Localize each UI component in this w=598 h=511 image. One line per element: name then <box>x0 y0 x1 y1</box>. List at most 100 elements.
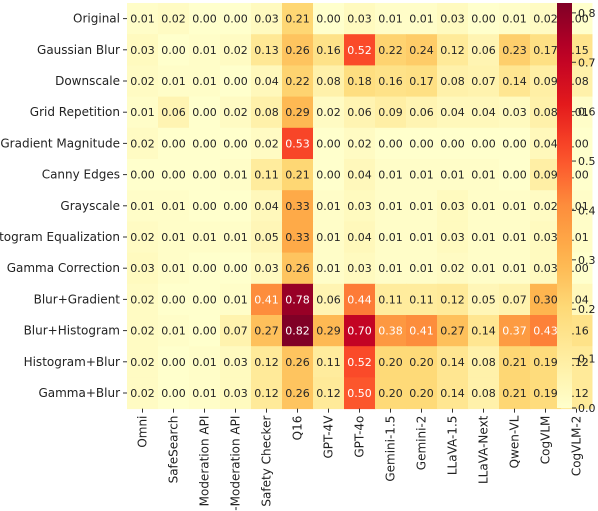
cell-value-label: 0.19 <box>533 356 558 369</box>
cell-value-label: 0.41 <box>254 293 279 306</box>
cell-value-label: 0.02 <box>316 106 341 119</box>
heatmap-cell <box>499 65 531 98</box>
heatmap-cell <box>437 159 469 191</box>
cell-value-label: 0.01 <box>316 231 341 244</box>
heatmap-cell <box>499 346 531 378</box>
colorbar-tick-label: 0.8 <box>578 7 596 20</box>
heatmap-cell <box>313 159 345 191</box>
heatmap-cell <box>437 346 469 378</box>
heatmap-cell <box>127 65 159 98</box>
cell-value-label: 0.22 <box>378 44 403 57</box>
heatmap-cell <box>375 221 407 254</box>
cell-value-label: 0.01 <box>409 231 434 244</box>
cell-value-label: 0.01 <box>316 200 341 213</box>
heatmap-cell <box>468 127 500 160</box>
cell-value-label: 0.02 <box>440 262 465 275</box>
cell-value-label: 0.01 <box>130 13 155 26</box>
cell-value-label: 0.01 <box>192 44 217 57</box>
heatmap-cell <box>189 190 221 222</box>
cell-value-label: 0.00 <box>223 200 248 213</box>
heatmap-cell <box>220 252 252 285</box>
heatmap-cell <box>158 315 190 347</box>
cell-value-label: 0.03 <box>130 262 155 275</box>
cell-value-label: 0.23 <box>502 44 527 57</box>
heatmap-cell <box>127 283 159 316</box>
heatmap-cell <box>251 96 283 129</box>
heatmap-cell <box>220 159 252 191</box>
heatmap-cell <box>437 221 469 254</box>
heatmap-cell <box>530 34 562 66</box>
cell-value-label: 0.14 <box>440 356 465 369</box>
cell-value-label: 0.13 <box>254 44 279 57</box>
heatmap-cell <box>530 65 562 98</box>
cell-value-label: 0.01 <box>440 169 465 182</box>
heatmap-cell <box>499 315 531 347</box>
heatmap-cell <box>282 65 314 98</box>
heatmap-cell <box>375 159 407 191</box>
cell-value-label: 0.02 <box>130 325 155 338</box>
cell-value-label: 0.06 <box>347 106 372 119</box>
row-labels: Original Gaussian Blur Downscale Grid Repet… <box>0 12 127 400</box>
cell-value-label: 0.00 <box>161 293 186 306</box>
cell-value-label: 0.00 <box>192 293 217 306</box>
heatmap-cell <box>189 3 221 35</box>
heatmap-cell <box>313 96 345 129</box>
heatmap-cell <box>282 96 314 129</box>
cell-value-label: 0.01 <box>502 262 527 275</box>
colorbar-tick-label: 0.4 <box>578 204 596 217</box>
heatmap-cell <box>127 346 159 378</box>
cell-value-label: 0.02 <box>130 356 155 369</box>
heatmap-cell <box>406 34 438 66</box>
cell-value-label: 0.04 <box>347 231 372 244</box>
cell-value-label: 0.01 <box>471 262 496 275</box>
heatmap-cell <box>437 65 469 98</box>
heatmap-cell <box>468 377 500 410</box>
cell-value-label: 0.17 <box>409 75 434 88</box>
cell-value-label: 0.03 <box>347 200 372 213</box>
cell-value-label: 0.18 <box>347 75 372 88</box>
colorbar-tick-label: 0.1 <box>578 353 596 366</box>
heatmap-cell <box>468 283 500 316</box>
heatmap-cell <box>282 377 314 410</box>
cell-value-label: 0.27 <box>254 325 279 338</box>
heatmap-cell <box>344 34 376 66</box>
heatmap-cell <box>468 221 500 254</box>
heatmap-cell <box>220 34 252 66</box>
cell-value-label: 0.02 <box>533 200 558 213</box>
cell-value-label: 0.22 <box>285 75 310 88</box>
cell-value-label: 0.12 <box>316 387 341 400</box>
heatmap-cell <box>530 96 562 129</box>
cell-value-label: 0.04 <box>440 106 465 119</box>
heatmap-cell <box>158 3 190 35</box>
heatmap-cell <box>375 252 407 285</box>
heatmap-cell <box>251 159 283 191</box>
heatmap-cell <box>437 34 469 66</box>
heatmap-cell <box>530 159 562 191</box>
heatmap-cell <box>189 252 221 285</box>
cell-value-label: 0.01 <box>161 75 186 88</box>
heatmap-cell <box>313 190 345 222</box>
heatmap-cells: 0.01 0.02 0.00 0.00 0.03 0.21 0.00 0.03 0.01 0.01… <box>127 3 593 410</box>
heatmap-cell <box>406 315 438 347</box>
cell-value-label: 0.03 <box>130 44 155 57</box>
cell-value-label: 0.50 <box>347 387 372 400</box>
heatmap-cell <box>251 283 283 316</box>
heatmap-cell <box>344 159 376 191</box>
heatmap-cell <box>282 127 314 160</box>
heatmap-cell <box>530 221 562 254</box>
heatmap-cell <box>127 96 159 129</box>
heatmap-cell <box>406 159 438 191</box>
cell-value-label: 0.01 <box>378 13 403 26</box>
colorbar-tick-label: 0.3 <box>578 254 596 267</box>
cell-value-label: 0.07 <box>223 325 248 338</box>
heatmap-cell <box>468 315 500 347</box>
heatmap-cell <box>313 65 345 98</box>
heatmap-cell <box>189 159 221 191</box>
cell-value-label: 0.00 <box>192 262 217 275</box>
cell-value-label: 0.02 <box>533 13 558 26</box>
heatmap-cell <box>437 283 469 316</box>
cell-value-label: 0.27 <box>440 325 465 338</box>
colorbar: 0.0 0.1 0.2 0.3 0.4 0.5 0.6 0.7 0.8 <box>557 3 596 415</box>
heatmap-cell <box>530 127 562 160</box>
cell-value-label: 0.00 <box>161 356 186 369</box>
